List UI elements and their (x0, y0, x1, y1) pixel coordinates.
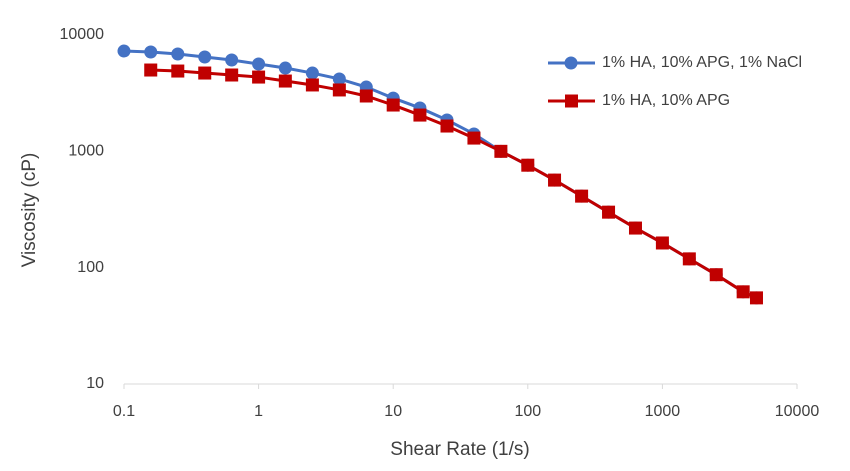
data-point (252, 70, 266, 84)
legend-label: 1% HA, 10% APG (602, 92, 730, 109)
data-point (225, 53, 239, 67)
data-point (278, 61, 292, 75)
data-point (494, 144, 508, 158)
x-tick-label: 10 (384, 403, 402, 420)
x-tick-label: 0.1 (113, 403, 135, 420)
y-tick-label: 10 (86, 375, 104, 392)
data-point (144, 45, 158, 59)
legend-marker (564, 56, 578, 70)
y-axis-title: Viscosity (cP) (19, 153, 40, 268)
data-point (682, 252, 696, 266)
data-point (655, 236, 669, 250)
data-point (440, 119, 454, 133)
data-point (749, 291, 763, 305)
y-tick-label: 100 (77, 259, 104, 276)
data-point (736, 285, 750, 299)
x-tick-label: 10000 (775, 403, 820, 420)
data-point (117, 44, 131, 58)
data-point (575, 189, 589, 203)
data-point (628, 221, 642, 235)
data-point (171, 64, 185, 78)
data-point (602, 205, 616, 219)
data-point (413, 108, 427, 122)
x-tick-label: 1 (254, 403, 263, 420)
data-point (467, 131, 481, 145)
data-point (386, 98, 400, 112)
data-point (359, 89, 373, 103)
x-tick-label: 1000 (645, 403, 681, 420)
data-point (171, 47, 185, 61)
y-tick-label: 1000 (68, 143, 104, 160)
data-point (332, 83, 346, 97)
data-point (521, 158, 535, 172)
data-point (548, 173, 562, 187)
series-line (123, 49, 758, 300)
data-point (198, 66, 212, 80)
data-point (225, 68, 239, 82)
data-point (305, 66, 319, 80)
data-point (144, 63, 158, 77)
data-point (278, 74, 292, 88)
data-point (252, 57, 266, 71)
legend-label: 1% HA, 10% APG, 1% NaCl (602, 54, 802, 71)
legend-marker (565, 94, 578, 108)
data-point (709, 268, 723, 282)
data-point (305, 78, 319, 92)
x-axis-title: Shear Rate (1/s) (390, 439, 529, 460)
data-point (332, 72, 346, 86)
y-tick-label: 10000 (60, 26, 105, 43)
x-tick-label: 100 (514, 403, 541, 420)
data-point (198, 50, 212, 64)
